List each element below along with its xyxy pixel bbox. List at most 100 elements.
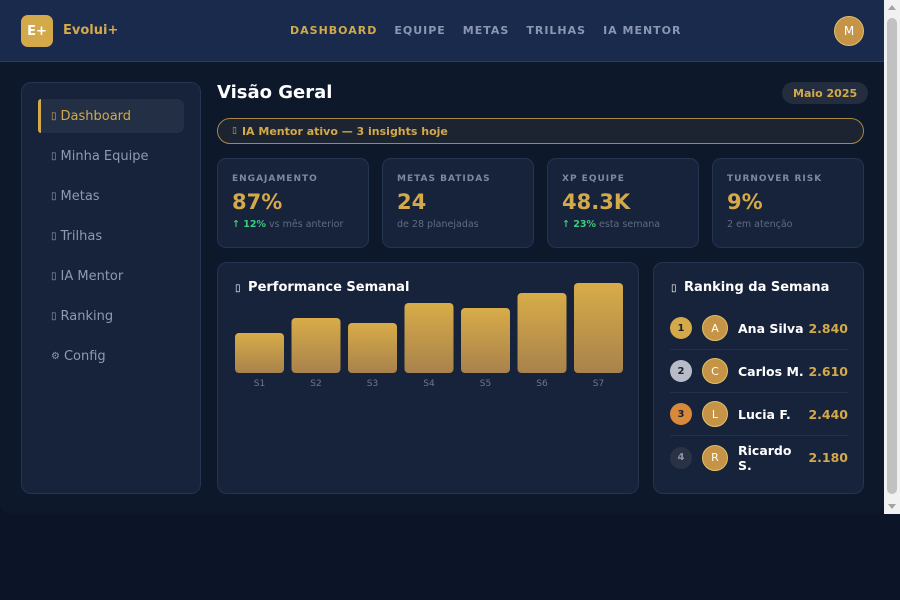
performance-card: S1 S2 S3 S4 S5 S6 S7 ▯ Performance Semanal — [217, 262, 639, 494]
scroll-up-arrow-icon[interactable] — [884, 0, 900, 16]
chart-bar — [404, 303, 454, 373]
chart-tick-label: S4 — [423, 379, 435, 389]
chart-tick-label: S1 — [254, 379, 265, 389]
robot-icon: ▯ — [51, 270, 57, 282]
ranking-row[interactable]: 4 R Ricardo S. 2.180 — [670, 436, 848, 479]
performance-chart: S1 S2 S3 S4 S5 S6 S7 — [235, 283, 623, 389]
chart-tick-label: S5 — [480, 379, 491, 389]
rank-position-badge: 1 — [670, 317, 692, 339]
chart-bar — [348, 323, 397, 373]
sidebar-item-ia-mentor[interactable]: ▯ IA Mentor — [38, 259, 184, 293]
team-icon: ▯ — [51, 150, 57, 162]
sparkle-icon: ▯ — [232, 126, 237, 136]
page-title: Visão Geral — [217, 82, 333, 103]
avatar: R — [702, 444, 728, 471]
kpi-sub-text: de 28 planejadas — [397, 219, 479, 230]
avatar: L — [702, 401, 728, 427]
sidebar-item-metas[interactable]: ▯ Metas — [38, 179, 184, 213]
scroll-thumb[interactable] — [887, 18, 897, 494]
trophy-icon: ▯ — [671, 283, 677, 294]
member-name: Ana Silva — [738, 320, 804, 336]
kpi-value: 24 — [397, 190, 427, 214]
kpi-label: METAS BATIDAS — [397, 174, 491, 184]
kpi-subtext: 2 em atenção — [727, 219, 863, 230]
kpi-card-engajamento: ENGAJAMENTO 87% ↑ 12% vs mês anterior — [217, 158, 369, 248]
ranking-list: 1 A Ana Silva 2.840 2 C Carlos M. 2.610 … — [670, 307, 848, 479]
nav-equipe[interactable]: EQUIPE — [394, 24, 446, 37]
gear-icon: ⚙ — [51, 350, 60, 362]
nav-dashboard[interactable]: DASHBOARD — [290, 24, 378, 37]
kpi-value: 48.3K — [562, 190, 631, 214]
member-name: Lucia F. — [738, 406, 791, 422]
kpi-row: ENGAJAMENTO 87% ↑ 12% vs mês anterior ME… — [217, 158, 864, 248]
sidebar-item-ranking[interactable]: ▯ Ranking — [38, 299, 184, 333]
sidebar-item-label: Ranking — [60, 308, 114, 324]
member-name: Carlos M. — [738, 363, 804, 379]
kpi-sub-text: 2 em atenção — [727, 219, 793, 230]
sidebar-item-label: Metas — [60, 188, 100, 204]
top-header: E+ Evolui+ DASHBOARD EQUIPE METAS TRILHA… — [0, 0, 884, 62]
chart-tick-label: S3 — [367, 379, 378, 389]
chart-icon: ▯ — [235, 283, 241, 294]
ranking-title: ▯ Ranking da Semana — [671, 280, 829, 295]
card-title-text: Performance Semanal — [248, 280, 410, 295]
chart-bar — [517, 293, 567, 373]
sidebar-item-config[interactable]: ⚙ Config — [38, 339, 184, 373]
sidebar-item-minha-equipe[interactable]: ▯ Minha Equipe — [38, 139, 184, 173]
chart-tick-label: S7 — [593, 379, 604, 389]
member-score: 2.840 — [808, 320, 848, 336]
kpi-subtext: ↑ 12% vs mês anterior — [232, 219, 368, 230]
kpi-card-xp-equipe: XP EQUIPE 48.3K ↑ 23% esta semana — [547, 158, 699, 248]
kpi-card-turnover-risk: TURNOVER RISK 9% 2 em atenção — [712, 158, 864, 248]
chart-tick-label: S2 — [310, 379, 321, 389]
kpi-subtext: de 28 planejadas — [397, 219, 533, 230]
sidebar: ▯ Dashboard ▯ Minha Equipe ▯ Metas ▯ Tri… — [21, 82, 201, 494]
nav-ia-mentor[interactable]: IA MENTOR — [603, 24, 682, 37]
chart-tick-label: S6 — [536, 379, 548, 389]
sidebar-item-trilhas[interactable]: ▯ Trilhas — [38, 219, 184, 253]
sidebar-item-label: Minha Equipe — [60, 148, 149, 164]
kpi-value: 9% — [727, 190, 763, 214]
sidebar-item-label: Dashboard — [60, 108, 132, 124]
member-name: Ricardo S. — [738, 442, 792, 473]
kpi-card-metas-batidas: METAS BATIDAS 24 de 28 planejadas — [382, 158, 534, 248]
member-score: 2.440 — [808, 406, 848, 422]
logo-icon[interactable]: E+ — [21, 15, 53, 47]
page-scrollbar[interactable] — [884, 0, 900, 514]
month-selector[interactable]: Maio 2025 — [782, 82, 869, 104]
kpi-delta: ↑ 23% — [562, 219, 597, 230]
ranking-row[interactable]: 3 L Lucia F. 2.440 — [670, 393, 848, 436]
rank-position-badge: 3 — [670, 403, 692, 425]
sidebar-item-label: Trilhas — [60, 228, 103, 244]
chart-bar — [235, 333, 284, 373]
ia-mentor-banner[interactable]: ▯ IA Mentor ativo — 3 insights hoje — [217, 118, 864, 144]
performance-title: ▯ Performance Semanal — [235, 280, 409, 295]
chart-bar — [291, 318, 341, 373]
user-avatar[interactable]: M — [834, 16, 864, 46]
tracks-icon: ▯ — [51, 230, 57, 242]
kpi-value: 87% — [232, 190, 283, 214]
nav-metas[interactable]: METAS — [462, 24, 510, 37]
kpi-label: TURNOVER RISK — [727, 174, 823, 184]
chart-bar — [461, 308, 510, 373]
sidebar-item-dashboard[interactable]: ▯ Dashboard — [38, 99, 184, 133]
app-window: E+ Evolui+ DASHBOARD EQUIPE METAS TRILHA… — [0, 0, 884, 494]
avatar: C — [702, 358, 728, 384]
brand-name[interactable]: Evolui+ — [63, 23, 119, 38]
avatar: A — [702, 315, 728, 341]
card-title-text: Ranking da Semana — [684, 280, 830, 295]
ranking-row[interactable]: 2 C Carlos M. 2.610 — [670, 350, 848, 393]
rank-position-badge: 4 — [670, 446, 692, 469]
kpi-subtext: ↑ 23% esta semana — [562, 219, 698, 230]
scroll-down-arrow-icon[interactable] — [884, 498, 900, 514]
trophy-icon: ▯ — [51, 310, 57, 322]
ranking-row[interactable]: 1 A Ana Silva 2.840 — [670, 307, 848, 350]
sidebar-item-label: IA Mentor — [60, 268, 124, 284]
member-score: 2.610 — [808, 363, 848, 379]
sidebar-item-label: Config — [63, 348, 106, 364]
kpi-label: XP EQUIPE — [562, 174, 625, 184]
nav-trilhas[interactable]: TRILHAS — [526, 24, 587, 37]
top-nav: DASHBOARD EQUIPE METAS TRILHAS IA MENTOR — [290, 24, 682, 37]
kpi-delta: ↑ 12% — [232, 219, 267, 230]
rank-position-badge: 2 — [670, 360, 692, 382]
